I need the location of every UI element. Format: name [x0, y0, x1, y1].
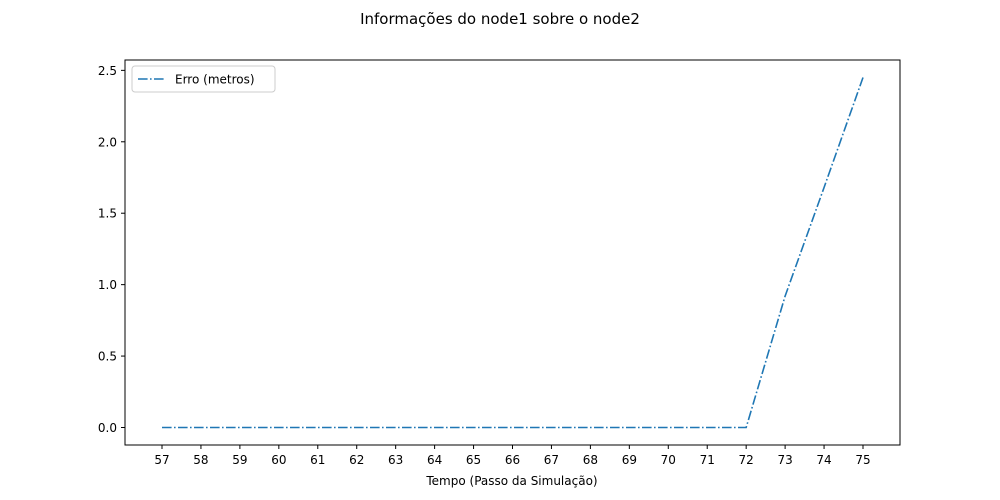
x-tick-label: 75: [855, 453, 870, 467]
x-tick-label: 59: [232, 453, 247, 467]
y-tick-label: 2.0: [98, 135, 117, 149]
y-tick-label: 0.5: [98, 350, 117, 364]
x-tick-label: 74: [816, 453, 831, 467]
y-tick-label: 1.5: [98, 207, 117, 221]
x-tick-label: 60: [271, 453, 286, 467]
x-tick-label: 73: [777, 453, 792, 467]
x-tick-label: 68: [583, 453, 598, 467]
series-layer: [162, 77, 864, 429]
x-tick-label: 71: [700, 453, 715, 467]
x-tick-label: 67: [544, 453, 559, 467]
x-axis: 57 58 59 60 61 62 63 64 65 66 67 68 69 70 71 72 73 74 75: [154, 445, 871, 467]
x-axis-label: Tempo (Passo da Simulação): [425, 474, 597, 488]
chart-title: Informações do node1 sobre o node2: [360, 10, 640, 28]
y-tick-label: 1.0: [98, 278, 117, 292]
legend-label: Erro (metros): [175, 73, 255, 87]
x-tick-label: 58: [193, 453, 208, 467]
y-axis: 0.0 0.5 1.0 1.5 2.0 2.5: [98, 64, 125, 435]
x-tick-label: 69: [622, 453, 637, 467]
x-tick-label: 62: [349, 453, 364, 467]
y-tick-label: 2.5: [98, 64, 117, 78]
x-tick-label: 63: [388, 453, 403, 467]
legend: Erro (metros): [131, 65, 276, 93]
x-tick-label: 65: [466, 453, 481, 467]
plot-area: [124, 59, 901, 446]
legend-box: [131, 65, 276, 93]
x-tick-label: 70: [661, 453, 676, 467]
x-tick-label: 66: [505, 453, 520, 467]
x-tick-label: 72: [739, 453, 754, 467]
y-tick-label: 0.0: [98, 421, 117, 435]
x-tick-label: 61: [310, 453, 325, 467]
x-tick-label: 64: [427, 453, 442, 467]
x-tick-label: 57: [154, 453, 169, 467]
series-line: [162, 77, 864, 429]
